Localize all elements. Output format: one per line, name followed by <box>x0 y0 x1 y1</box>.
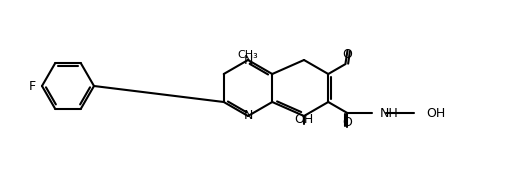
Text: O: O <box>343 48 353 61</box>
Text: N: N <box>243 54 252 67</box>
Text: F: F <box>29 79 36 93</box>
Text: NH: NH <box>379 106 398 120</box>
Text: O: O <box>342 116 352 129</box>
Text: N: N <box>243 109 252 122</box>
Text: CH₃: CH₃ <box>238 50 259 60</box>
Text: OH: OH <box>294 113 314 126</box>
Text: OH: OH <box>426 106 446 120</box>
